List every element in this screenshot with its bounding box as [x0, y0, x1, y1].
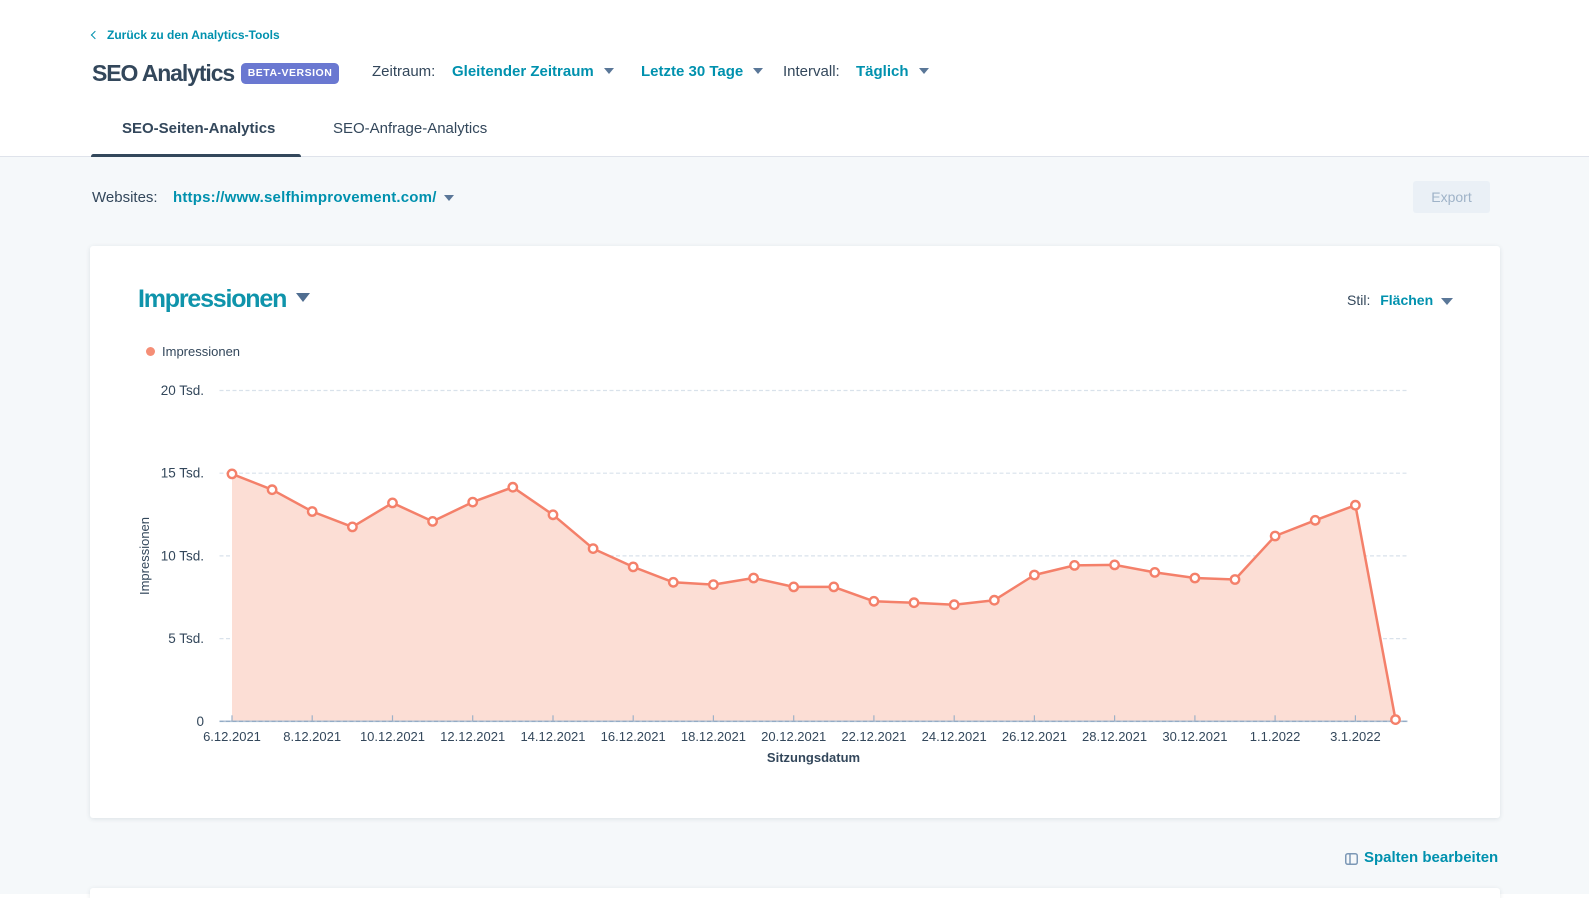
svg-text:20 Tsd.: 20 Tsd.	[161, 383, 204, 398]
svg-text:22.12.2021: 22.12.2021	[841, 729, 906, 744]
svg-text:16.12.2021: 16.12.2021	[601, 729, 666, 744]
svg-text:12.12.2021: 12.12.2021	[440, 729, 505, 744]
svg-text:18.12.2021: 18.12.2021	[681, 729, 746, 744]
svg-text:5 Tsd.: 5 Tsd.	[168, 631, 204, 646]
svg-text:Sitzungsdatum: Sitzungsdatum	[767, 750, 860, 765]
svg-text:1.1.2022: 1.1.2022	[1250, 729, 1301, 744]
svg-text:24.12.2021: 24.12.2021	[922, 729, 987, 744]
svg-text:Impressionen: Impressionen	[137, 517, 152, 595]
svg-text:3.1.2022: 3.1.2022	[1330, 729, 1381, 744]
svg-text:6.12.2021: 6.12.2021	[203, 729, 261, 744]
svg-text:0: 0	[196, 714, 204, 729]
svg-text:10.12.2021: 10.12.2021	[360, 729, 425, 744]
svg-text:26.12.2021: 26.12.2021	[1002, 729, 1067, 744]
svg-text:15 Tsd.: 15 Tsd.	[161, 466, 204, 481]
svg-text:28.12.2021: 28.12.2021	[1082, 729, 1147, 744]
svg-text:30.12.2021: 30.12.2021	[1162, 729, 1227, 744]
svg-text:8.12.2021: 8.12.2021	[283, 729, 341, 744]
svg-text:14.12.2021: 14.12.2021	[520, 729, 585, 744]
svg-text:20.12.2021: 20.12.2021	[761, 729, 826, 744]
svg-text:10 Tsd.: 10 Tsd.	[161, 548, 204, 563]
